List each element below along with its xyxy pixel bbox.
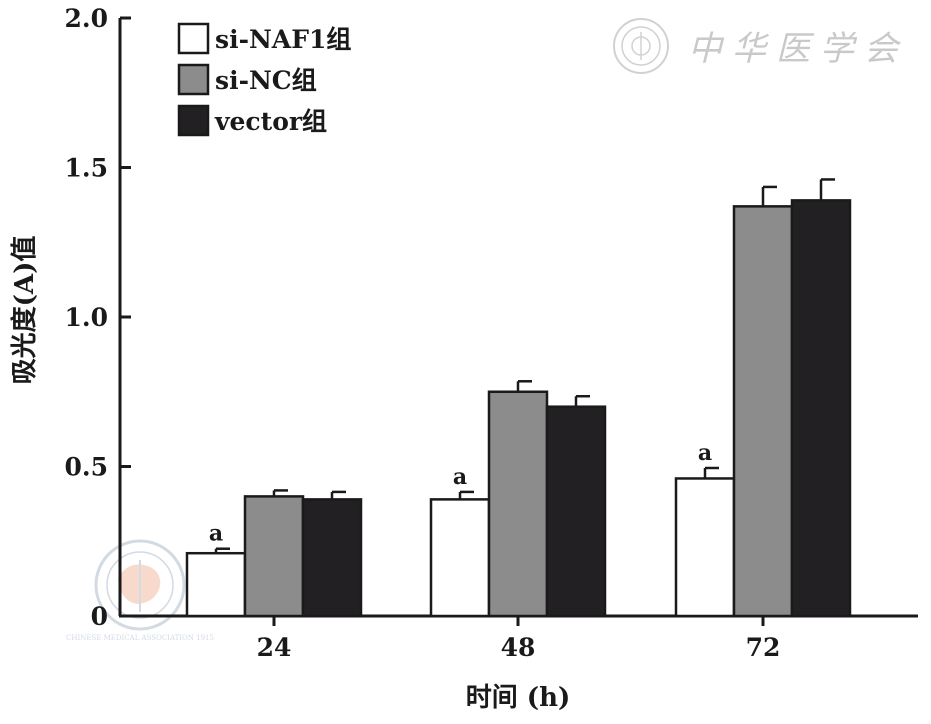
legend: si-NAF1组 si-NC组 vector组 <box>177 22 351 137</box>
x-axis-ticks: 24 48 72 <box>257 616 781 662</box>
legend-label: vector组 <box>214 107 327 136</box>
y-tick-label: 0.5 <box>65 453 109 482</box>
significance-label: a <box>453 464 467 490</box>
bar <box>790 199 852 618</box>
y-tick-label: 2.0 <box>65 4 109 33</box>
bar <box>429 498 491 618</box>
x-tick-label: 72 <box>746 633 781 662</box>
bar <box>545 405 607 618</box>
bar <box>185 551 247 618</box>
x-tick-label: 24 <box>257 633 292 662</box>
legend-swatch <box>177 22 210 55</box>
y-axis-title: 吸光度(A)值 <box>9 236 40 385</box>
y-tick-label: 0 <box>91 602 108 631</box>
legend-label: si-NAF1组 <box>215 25 351 54</box>
watermark-top: 中华医学会 <box>613 18 908 74</box>
watermark-seal-bottom: CHINESE MEDICAL ASSOCIATION 1915 <box>66 539 214 642</box>
bar-series-group <box>185 178 852 618</box>
bar <box>674 477 736 618</box>
y-tick-label: 1.5 <box>65 154 109 183</box>
legend-swatch <box>177 63 210 96</box>
bar <box>732 205 794 618</box>
x-tick-label: 48 <box>501 633 536 662</box>
watermark-seal-icon <box>613 18 669 74</box>
y-tick-label: 1.0 <box>65 303 109 332</box>
legend-label: si-NC组 <box>215 66 317 95</box>
significance-label: a <box>698 440 712 466</box>
significance-label: a <box>209 521 223 547</box>
significance-labels: a a a <box>209 440 712 547</box>
watermark-seal-text: CHINESE MEDICAL ASSOCIATION 1915 <box>66 634 214 642</box>
legend-swatch <box>177 104 210 137</box>
watermark-text: 中华医学会 <box>688 29 908 69</box>
bar <box>243 495 305 618</box>
y-axis-ticks: 0 0.5 1.0 1.5 2.0 <box>65 4 131 631</box>
bar <box>301 498 363 618</box>
x-axis-title: 时间 (h) <box>466 683 571 713</box>
bar <box>487 390 549 618</box>
